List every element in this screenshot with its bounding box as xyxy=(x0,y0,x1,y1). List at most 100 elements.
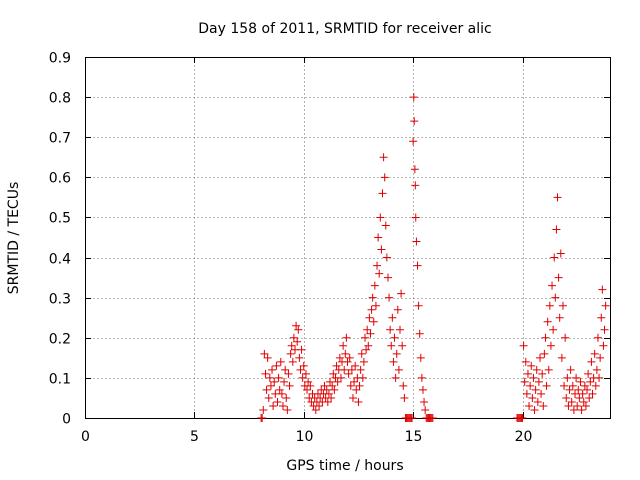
data-point xyxy=(541,333,550,342)
data-point xyxy=(301,369,310,378)
data-point xyxy=(367,305,376,314)
data-point xyxy=(568,381,577,390)
data-point xyxy=(263,353,272,362)
data-point xyxy=(577,405,586,414)
data-point xyxy=(528,393,537,402)
data-point xyxy=(283,405,292,414)
data-point xyxy=(414,301,423,310)
data-point xyxy=(533,397,542,406)
x-tick-label: 15 xyxy=(405,429,423,445)
data-point xyxy=(326,377,334,386)
data-point xyxy=(558,301,567,310)
data-point xyxy=(327,393,336,402)
data-point xyxy=(421,405,430,414)
data-point xyxy=(358,373,367,382)
y-tick-label: 0.7 xyxy=(49,131,71,147)
data-point xyxy=(336,373,345,382)
data-point xyxy=(277,389,286,398)
data-point xyxy=(335,353,344,362)
data-point xyxy=(408,414,417,422)
data-point xyxy=(543,317,552,326)
data-point xyxy=(388,313,397,322)
data-point xyxy=(376,213,385,222)
data-point xyxy=(385,293,394,302)
data-point xyxy=(531,385,540,394)
data-point xyxy=(411,213,420,222)
data-point xyxy=(542,381,551,390)
data-point xyxy=(599,341,608,350)
data-point xyxy=(554,273,563,282)
data-point xyxy=(274,373,283,382)
data-point xyxy=(288,357,297,366)
data-point xyxy=(356,365,365,374)
data-point xyxy=(397,289,406,298)
data-point xyxy=(527,361,536,370)
data-point xyxy=(519,341,528,350)
data-point xyxy=(416,353,425,362)
data-point xyxy=(557,353,566,362)
data-point xyxy=(593,333,602,342)
data-point xyxy=(272,361,281,370)
data-point xyxy=(299,361,308,370)
data-point xyxy=(587,357,596,366)
data-point xyxy=(322,385,331,394)
x-tick-label: 20 xyxy=(515,429,533,445)
data-point xyxy=(382,253,391,262)
data-point xyxy=(549,325,558,334)
data-point xyxy=(572,373,581,382)
data-point xyxy=(520,377,529,386)
data-point xyxy=(540,349,549,358)
data-point xyxy=(391,373,400,382)
data-point xyxy=(578,389,587,398)
data-point xyxy=(366,329,375,338)
data-point xyxy=(585,393,594,402)
data-point xyxy=(368,293,377,302)
data-point xyxy=(369,317,378,326)
data-point xyxy=(383,273,392,282)
y-tick-label: 0.5 xyxy=(49,211,71,227)
data-point xyxy=(329,369,338,378)
y-tick-label: 0 xyxy=(62,412,71,428)
y-tick-label: 0.2 xyxy=(49,332,71,348)
data-point xyxy=(534,377,543,386)
data-point xyxy=(410,165,419,174)
data-point xyxy=(390,333,399,342)
data-point xyxy=(262,385,271,394)
data-point xyxy=(392,349,401,358)
data-point xyxy=(399,381,408,390)
data-point xyxy=(545,301,554,310)
y-tick-label: 0.4 xyxy=(49,252,71,268)
data-point xyxy=(377,245,386,254)
data-point xyxy=(394,365,403,374)
data-point xyxy=(579,397,588,406)
x-tick-label: 5 xyxy=(190,429,199,445)
data-point xyxy=(555,313,564,322)
y-tick-label: 0.8 xyxy=(49,91,71,107)
data-point xyxy=(343,357,352,366)
data-point xyxy=(258,414,267,422)
data-point xyxy=(333,377,342,386)
grid xyxy=(85,57,610,418)
data-point xyxy=(428,414,437,422)
data-point xyxy=(284,369,293,378)
data-point xyxy=(523,369,532,378)
data-point xyxy=(565,385,574,394)
data-point xyxy=(362,345,371,354)
data-point xyxy=(595,373,604,382)
data-point xyxy=(363,325,372,334)
y-axis-label: SRMTID / TECUs xyxy=(6,182,22,295)
data-point xyxy=(583,385,592,394)
data-point xyxy=(567,397,576,406)
data-point xyxy=(361,333,369,342)
data-point xyxy=(525,401,534,410)
data-point xyxy=(332,361,341,370)
data-point xyxy=(586,377,595,386)
data-point xyxy=(320,381,329,390)
data-point xyxy=(264,393,273,402)
data-point xyxy=(584,369,593,378)
data-point xyxy=(374,233,383,242)
y-tick-label: 0.6 xyxy=(49,171,71,187)
data-point xyxy=(380,173,389,182)
data-point xyxy=(373,261,382,270)
data-point xyxy=(292,321,301,330)
